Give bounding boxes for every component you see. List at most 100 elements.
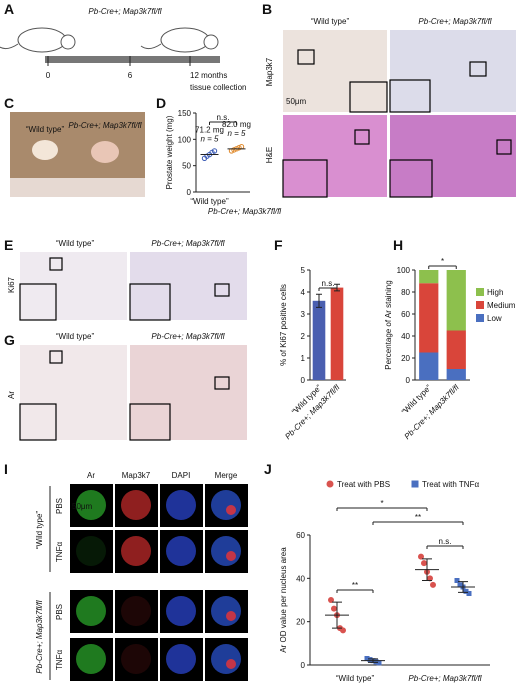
bar-segment [446,330,466,369]
bar-segment [419,283,439,353]
mouse-body [160,27,210,53]
column-header: “Wild type” [311,17,350,26]
data-point [367,657,373,663]
bar-segment [419,270,439,284]
inset-box [389,79,431,113]
column-header: “Wild type” [56,239,95,248]
n-label: n = 5 [227,129,246,138]
data-point [418,553,424,560]
y-tick-label: 20 [296,618,305,627]
data-point [340,627,346,634]
y-tick-label: 20 [401,354,410,363]
y-tick-label: 40 [296,574,305,583]
y-tick-label: 80 [401,288,410,297]
inset-box [297,49,315,65]
error-bar [332,601,342,629]
timeline-bar [45,56,220,63]
row-label: Ar [7,391,16,399]
y-tick-label: 40 [401,332,410,341]
row-label: Map3k7 [265,57,274,86]
micrograph [130,345,247,440]
stain [211,536,241,566]
data-point [331,605,337,612]
panel-label: B [262,1,272,17]
y-tick-label: 0 [406,376,411,385]
significance-label: * [441,257,444,266]
stain [211,490,241,520]
inset-box [19,403,57,441]
inset-box [49,257,63,271]
stain [211,596,241,626]
x-tick-label: Pb-Cre+; Map3k7fl/fl [408,674,481,683]
panel-label: C [4,95,14,111]
data-point [463,588,469,594]
panel-label: I [4,461,8,477]
mouse-tail [140,43,162,50]
inset-box [129,283,171,321]
significance-label: n.s. [217,113,230,122]
legend-label: Treat with PBS [337,480,390,489]
micrograph [115,590,158,633]
y-tick-label: 0 [301,661,306,670]
error-bar [316,293,322,308]
column-header: Map3k7 [122,471,151,480]
row-label: Ki67 [7,276,16,293]
legend-label: Treat with TNFα [422,480,479,489]
timeline-label: 0 [46,71,51,80]
data-point [454,578,460,583]
y-tick-label: 5 [301,266,306,275]
micrograph [115,638,158,681]
significance-label: ** [415,513,421,522]
inset-box [354,129,370,145]
column-header: Merge [215,471,238,480]
data-point [421,560,427,567]
mean-label: 71.2 mg [195,126,224,135]
y-tick-label: 60 [296,531,305,540]
significance-label: * [380,499,383,508]
panel-label: A [4,1,14,17]
timeline-title: Pb-Cre+; Map3k7fl/fl [88,7,161,16]
y-axis-label: % of Ki67 positive cells [279,284,288,366]
significance-label: n.s. [439,537,452,546]
stain [166,490,196,520]
y-tick-label: 50 [182,162,191,171]
legend-label: Low [487,314,502,323]
bar-segment [446,270,466,331]
y-tick-label: 3 [301,310,306,319]
y-tick-label: 2 [301,332,306,341]
legend-swatch [476,301,484,309]
panel-label: D [156,95,166,111]
panel-label: J [264,461,272,477]
scale-bar-label: 50μm [72,502,93,511]
mouse-body [17,27,67,53]
stain [226,505,236,515]
timeline-label: 6 [128,71,133,80]
stain [166,644,196,674]
significance-label: n.s. [322,279,335,288]
micrograph [283,115,387,197]
panel-label: F [274,237,283,253]
inset-box [389,159,433,198]
error-bar [458,581,468,593]
stain [121,644,151,674]
legend-swatch [411,480,419,488]
data-point [236,145,242,151]
column-header: Ar [87,471,95,480]
scale-bar-label: 50μm [286,97,307,106]
column-header: Pb-Cre+; Map3k7fl/fl [418,17,491,26]
data-point [427,575,433,582]
stain [226,611,236,621]
prostate [32,140,58,160]
mouse-tail [0,43,19,50]
stain [121,490,151,520]
x-tick-label: Pb-Cre+; Map3k7fl/fl [403,383,461,441]
legend-swatch [476,288,484,296]
y-tick-label: 150 [178,109,192,118]
column-header: DAPI [172,471,191,480]
data-point [430,581,436,588]
column-header: Pb-Cre+; Map3k7fl/fl [151,239,224,248]
group-label: “Wild type” [35,511,44,550]
timeline-label: 12 months [190,71,227,80]
stain [121,596,151,626]
